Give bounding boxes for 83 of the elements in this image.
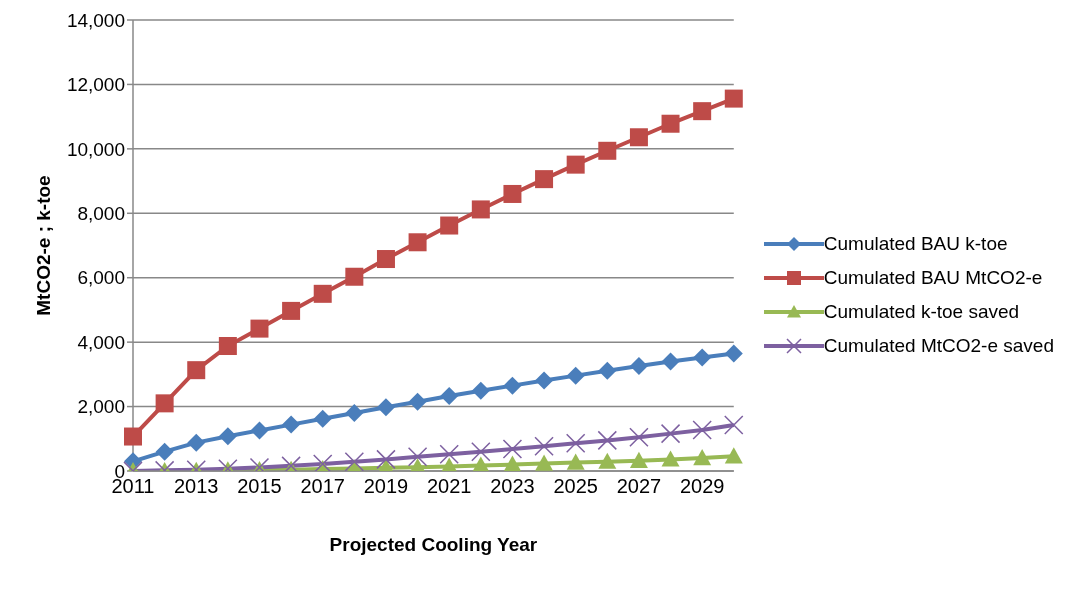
point bbox=[629, 427, 649, 447]
point bbox=[471, 200, 490, 219]
point bbox=[598, 141, 617, 160]
x-tick-label: 2021 bbox=[426, 475, 472, 498]
point bbox=[693, 449, 712, 466]
point bbox=[250, 421, 269, 440]
legend-label: Cumulated MtCO2-e saved bbox=[823, 334, 1054, 357]
point bbox=[535, 371, 554, 390]
point bbox=[218, 337, 237, 356]
point bbox=[471, 441, 491, 462]
x-tick-label: 2023 bbox=[490, 475, 535, 498]
legend-label: Cumulated BAU k-toe bbox=[823, 232, 1008, 255]
y-tick-label: 14,000 bbox=[66, 9, 125, 31]
point bbox=[344, 451, 365, 471]
point bbox=[407, 447, 428, 467]
point bbox=[724, 415, 744, 435]
point bbox=[376, 449, 396, 470]
point bbox=[534, 436, 554, 456]
point bbox=[187, 433, 206, 452]
point bbox=[282, 301, 301, 320]
point bbox=[693, 102, 712, 121]
point bbox=[566, 155, 585, 174]
x-tick-label: 2017 bbox=[300, 475, 345, 498]
point bbox=[629, 356, 648, 375]
y-tick-label: 8,000 bbox=[77, 203, 125, 225]
point bbox=[661, 450, 680, 467]
y-tick-label: 6,000 bbox=[77, 267, 125, 289]
legend-label: Cumulated BAU MtCO2-e bbox=[823, 266, 1043, 289]
point bbox=[376, 250, 395, 269]
point bbox=[693, 348, 712, 367]
point bbox=[598, 361, 617, 380]
point bbox=[503, 376, 522, 395]
point bbox=[503, 184, 522, 203]
point bbox=[155, 394, 174, 413]
point bbox=[155, 442, 174, 461]
y-tick-label: 10,000 bbox=[66, 138, 125, 160]
point bbox=[408, 233, 427, 252]
point bbox=[724, 447, 743, 464]
point bbox=[629, 451, 648, 468]
point bbox=[598, 452, 617, 469]
point bbox=[566, 366, 585, 385]
point bbox=[312, 454, 333, 471]
point bbox=[661, 352, 680, 371]
point bbox=[661, 114, 680, 133]
point bbox=[408, 392, 427, 411]
point bbox=[471, 381, 490, 400]
y-axis-title: MtCO2-e ; k-toe bbox=[32, 175, 54, 316]
point bbox=[724, 344, 743, 363]
point bbox=[692, 420, 712, 440]
point bbox=[535, 170, 554, 189]
point bbox=[250, 319, 269, 338]
point bbox=[535, 454, 554, 471]
point bbox=[282, 415, 301, 434]
x-tick-label: 2025 bbox=[553, 475, 598, 498]
point bbox=[439, 444, 459, 464]
x-tick-label: 2019 bbox=[363, 475, 409, 498]
point bbox=[440, 216, 459, 235]
point bbox=[313, 284, 332, 303]
point bbox=[565, 433, 586, 454]
point bbox=[345, 404, 364, 423]
x-tick-label: 2013 bbox=[173, 475, 219, 498]
point bbox=[440, 386, 459, 405]
y-tick-label: 2,000 bbox=[77, 396, 125, 418]
x-tick-label: 2015 bbox=[237, 475, 282, 498]
point bbox=[597, 430, 618, 451]
point bbox=[724, 89, 743, 108]
point bbox=[629, 128, 648, 147]
point bbox=[503, 455, 522, 471]
y-tick-label: 4,000 bbox=[77, 331, 125, 353]
point bbox=[187, 361, 206, 380]
legend-label: Cumulated k-toe saved bbox=[823, 300, 1020, 323]
point bbox=[502, 439, 523, 459]
point bbox=[313, 409, 332, 428]
point bbox=[566, 453, 585, 470]
x-tick-label: 2027 bbox=[616, 475, 662, 498]
x-axis-title: Projected Cooling Year bbox=[329, 534, 538, 555]
y-tick-label: 12,000 bbox=[66, 74, 125, 96]
point bbox=[124, 427, 142, 446]
point bbox=[376, 398, 395, 417]
point bbox=[345, 267, 364, 286]
x-tick-label: 2029 bbox=[679, 475, 725, 498]
point bbox=[218, 427, 237, 446]
point bbox=[660, 423, 681, 444]
